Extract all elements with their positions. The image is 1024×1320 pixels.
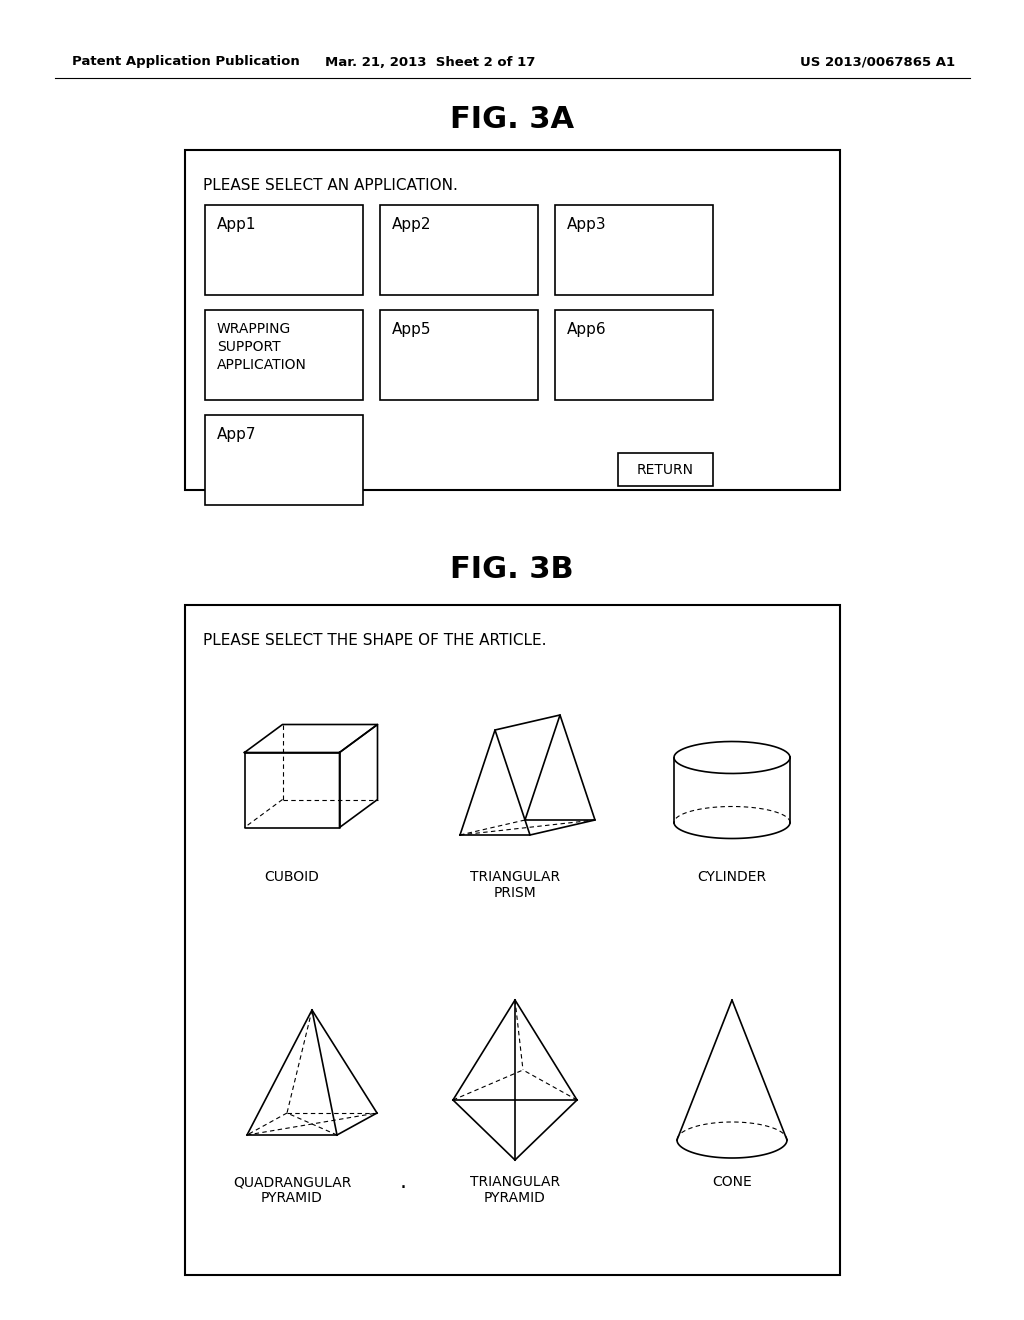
Text: App2: App2 [392, 216, 431, 232]
Text: WRAPPING
SUPPORT
APPLICATION: WRAPPING SUPPORT APPLICATION [217, 322, 307, 372]
Bar [555, 205, 713, 294]
Bar [185, 605, 840, 1275]
Text: CONE: CONE [712, 1175, 752, 1189]
Bar [205, 205, 362, 294]
Text: CYLINDER: CYLINDER [697, 870, 767, 884]
Text: CUBOID: CUBOID [264, 870, 319, 884]
Text: ·: · [400, 1177, 407, 1199]
Bar [380, 310, 538, 400]
Text: Patent Application Publication: Patent Application Publication [72, 55, 300, 69]
Bar [380, 205, 538, 294]
Text: PLEASE SELECT AN APPLICATION.: PLEASE SELECT AN APPLICATION. [203, 178, 458, 193]
Bar [618, 453, 713, 486]
Text: US 2013/0067865 A1: US 2013/0067865 A1 [800, 55, 955, 69]
Bar [205, 310, 362, 400]
Text: App7: App7 [217, 426, 256, 442]
Text: PLEASE SELECT THE SHAPE OF THE ARTICLE.: PLEASE SELECT THE SHAPE OF THE ARTICLE. [203, 634, 547, 648]
Text: FIG. 3B: FIG. 3B [451, 556, 573, 585]
Bar [205, 414, 362, 506]
Text: TRIANGULAR
PRISM: TRIANGULAR PRISM [470, 870, 560, 900]
Text: Mar. 21, 2013  Sheet 2 of 17: Mar. 21, 2013 Sheet 2 of 17 [325, 55, 536, 69]
Text: QUADRANGULAR
PYRAMID: QUADRANGULAR PYRAMID [232, 1175, 351, 1205]
Text: TRIANGULAR
PYRAMID: TRIANGULAR PYRAMID [470, 1175, 560, 1205]
Text: App5: App5 [392, 322, 431, 337]
Text: FIG. 3A: FIG. 3A [450, 106, 574, 135]
Bar [185, 150, 840, 490]
Bar [555, 310, 713, 400]
Text: App3: App3 [567, 216, 606, 232]
Text: App1: App1 [217, 216, 256, 232]
Text: App6: App6 [567, 322, 606, 337]
Text: RETURN: RETURN [637, 462, 694, 477]
